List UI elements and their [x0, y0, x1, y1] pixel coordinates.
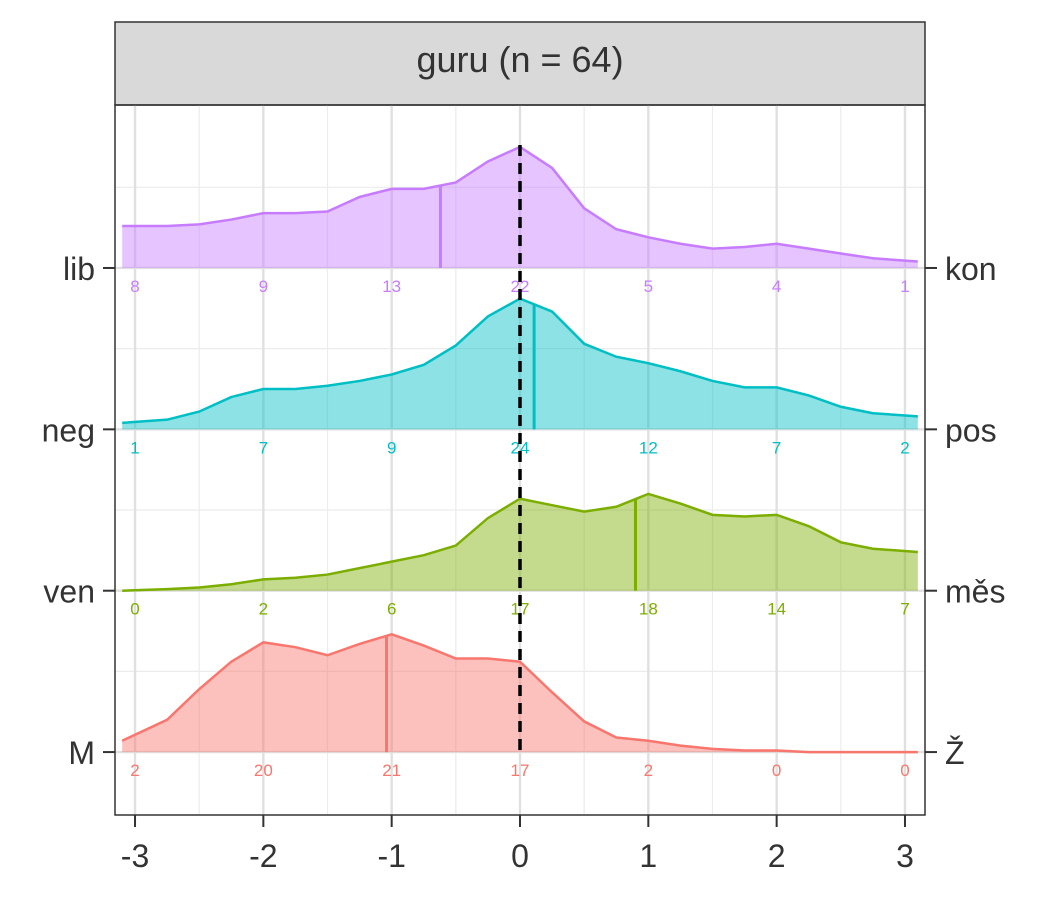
x-tick-label: 1 — [639, 838, 657, 874]
y-tick-label: ven — [43, 574, 95, 610]
x-tick-label: 2 — [768, 838, 786, 874]
count-label: 7 — [259, 438, 268, 457]
strip — [114, 21, 926, 106]
x-tick-label: 3 — [896, 838, 914, 874]
count-label: 24 — [511, 438, 530, 457]
density-line — [122, 492, 918, 592]
count-label: 9 — [387, 438, 396, 457]
chart-title: guru (n = 64) — [416, 39, 623, 80]
x-tick-label: -2 — [249, 838, 277, 874]
y-tick-label: neg — [42, 412, 95, 448]
count-label: 20 — [254, 761, 273, 780]
count-label: 13 — [382, 277, 401, 296]
count-label: 5 — [644, 277, 653, 296]
count-label: 21 — [382, 761, 401, 780]
y2-tick-label: pos — [945, 412, 997, 448]
count-label: 1 — [130, 438, 139, 457]
count-label: 17 — [511, 600, 530, 619]
count-label: 2 — [900, 438, 909, 457]
count-label: 0 — [900, 761, 909, 780]
count-label: 2 — [644, 761, 653, 780]
count-label: 7 — [772, 438, 781, 457]
panel-border — [114, 104, 926, 816]
count-label: 9 — [259, 277, 268, 296]
count-label: 6 — [387, 600, 396, 619]
count-label: 8 — [130, 277, 139, 296]
count-label: 0 — [130, 600, 139, 619]
x-tick-label: 0 — [511, 838, 529, 874]
count-label: 4 — [772, 277, 781, 296]
y-tick-label: lib — [63, 251, 95, 287]
x-tick-label: -1 — [377, 838, 405, 874]
count-label: 14 — [767, 600, 786, 619]
y2-tick-label: kon — [945, 251, 997, 287]
count-label: 17 — [511, 761, 530, 780]
count-label: 2 — [259, 600, 268, 619]
x-tick-label: -3 — [121, 838, 149, 874]
count-label: 22 — [511, 277, 530, 296]
count-label: 0 — [772, 761, 781, 780]
count-label: 1 — [900, 277, 909, 296]
count-label: 2 — [130, 761, 139, 780]
y-tick-label: M — [68, 735, 95, 771]
density-line — [121, 632, 918, 754]
count-label: 7 — [900, 600, 909, 619]
count-label: 12 — [639, 438, 658, 457]
y2-tick-label: měs — [945, 574, 1005, 610]
y2-tick-label: Ž — [945, 735, 965, 771]
count-label: 18 — [639, 600, 658, 619]
